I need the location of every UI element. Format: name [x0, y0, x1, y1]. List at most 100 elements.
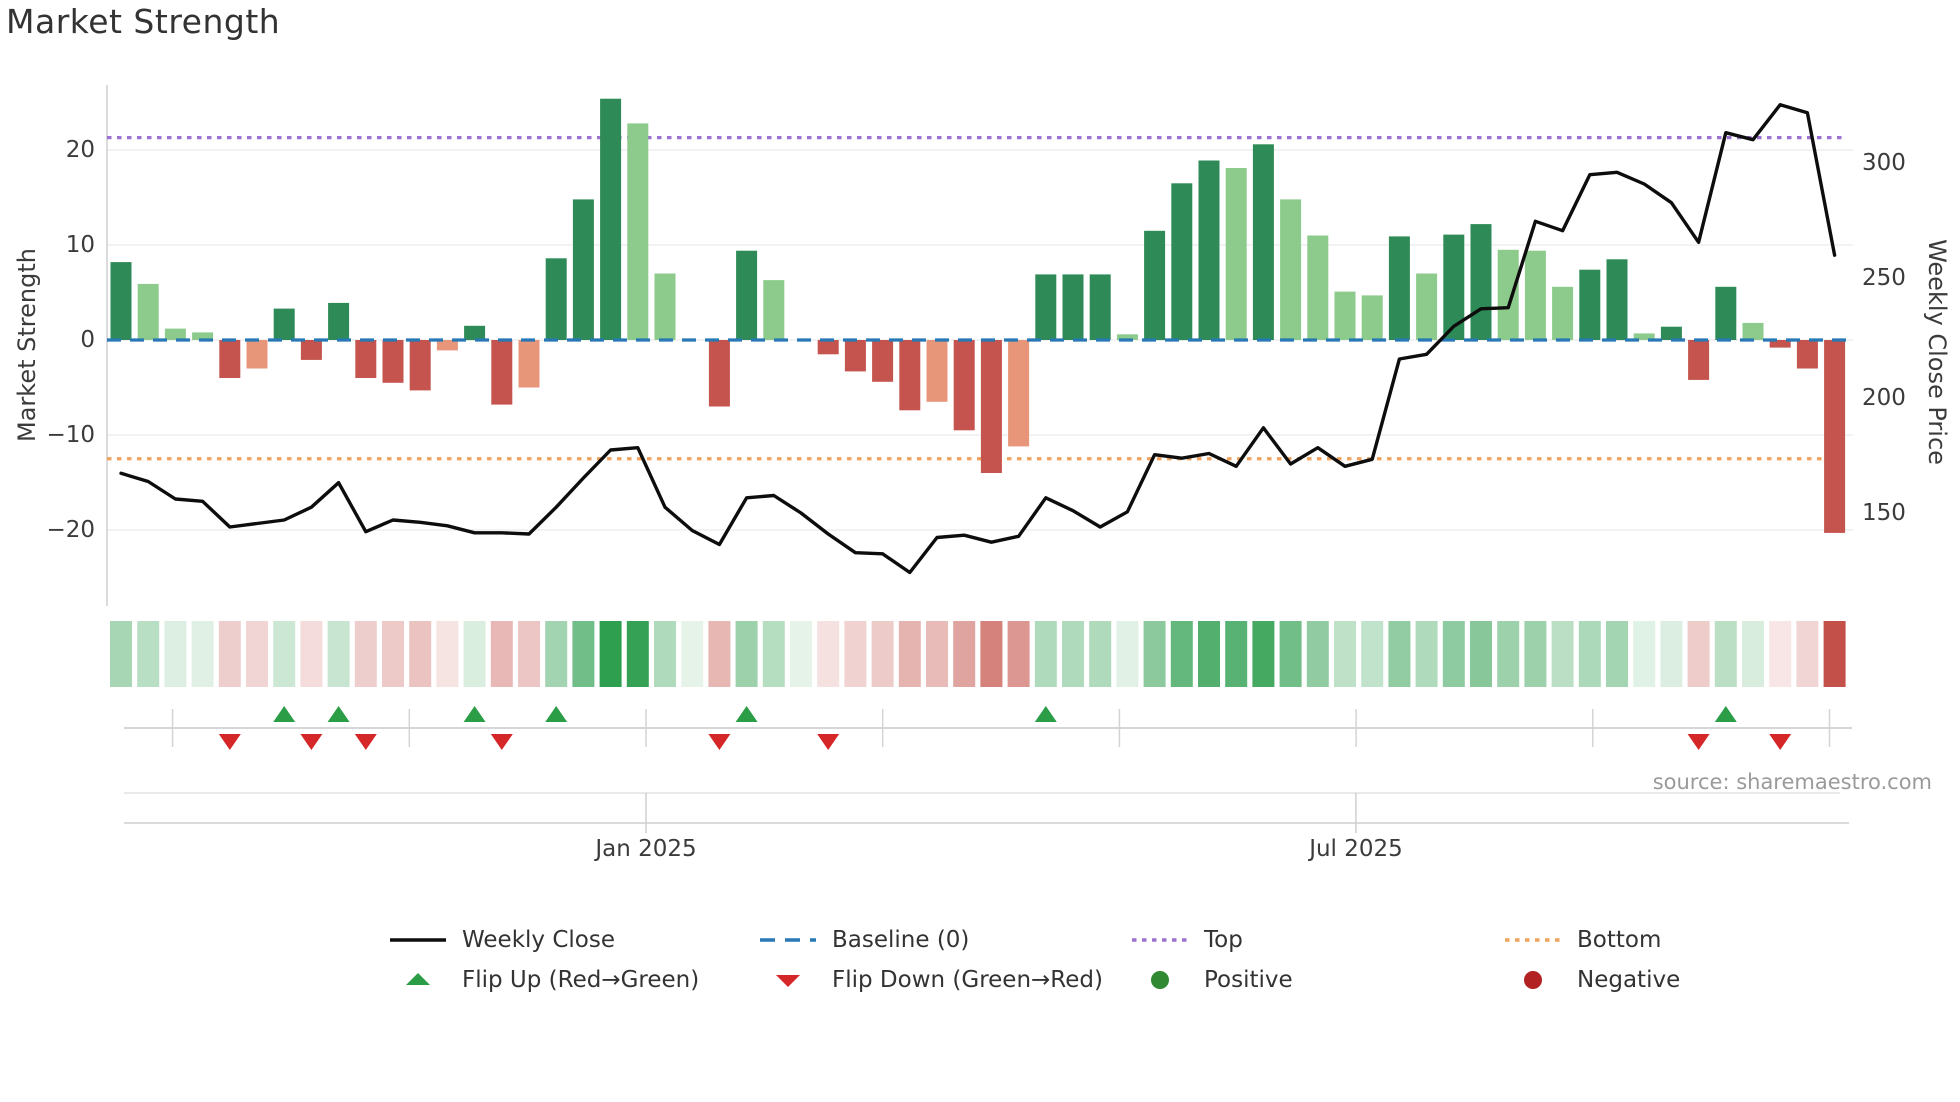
strength-bar-negative [1769, 340, 1791, 348]
legend-label: Bottom [1577, 927, 1662, 953]
legend-item-negative: Negative [1503, 965, 1680, 995]
orange-dotted-line-swatch [1503, 929, 1563, 951]
heat-cell [246, 621, 268, 687]
heat-cell [599, 621, 622, 687]
heat-cell [1769, 621, 1792, 687]
y-tick-left-20: 20 [65, 137, 95, 163]
heat-cell [1470, 621, 1492, 687]
legend-label: Weekly Close [462, 927, 615, 953]
legend-label: Flip Up (Red→Green) [462, 967, 700, 993]
strength-bar-negative [980, 340, 1002, 473]
heat-cell [1252, 621, 1275, 687]
flip-up-icon [388, 969, 448, 991]
strength-bar-negative [708, 340, 730, 407]
heat-cell [1334, 621, 1356, 687]
strength-bar-negative [219, 340, 241, 378]
strength-bar-negative [300, 340, 322, 360]
weekly-close-line [119, 102, 1837, 575]
strength-bar-positive [654, 273, 676, 340]
heat-cell [1116, 621, 1139, 687]
y-tick-right-300: 300 [1862, 150, 1906, 176]
x-tick-jul-2025: Jul 2025 [1309, 836, 1403, 862]
strength-bar-positive [763, 280, 785, 340]
strength-bar-negative [1796, 340, 1818, 369]
strength-bar-positive [1334, 291, 1356, 340]
heat-cell [1306, 621, 1329, 687]
heat-cell [817, 621, 840, 687]
heat-cell [681, 621, 704, 687]
legend-label: Baseline (0) [832, 927, 970, 953]
heat-cell [1606, 621, 1628, 687]
heat-cell [110, 621, 132, 687]
strength-bar-positive [1742, 322, 1764, 340]
strength-bar-negative [926, 340, 948, 402]
strength-bar-positive [1660, 326, 1682, 340]
strength-bar-positive [1388, 236, 1410, 340]
y-tick-right-200: 200 [1862, 385, 1906, 411]
strength-bar-positive [110, 262, 132, 340]
source-credit: source: sharemaestro.com [1652, 770, 1932, 794]
strength-bar-positive [1579, 269, 1601, 340]
heat-cell [953, 621, 976, 687]
right-axis-label: Weekly Close Price [1923, 239, 1951, 465]
y-tick-right-250: 250 [1862, 265, 1906, 291]
y-tick-left-0: 0 [80, 327, 95, 353]
legend-item-baseline: Baseline (0) [758, 925, 969, 955]
strength-bar-positive [192, 332, 214, 340]
strength-bar-positive [1552, 286, 1574, 340]
strength-bar-positive [1062, 274, 1084, 340]
legend-item-weekly-close: Weekly Close [388, 925, 615, 955]
heat-cell [1578, 621, 1601, 687]
heat-cell [1660, 621, 1683, 687]
legend-item-bottom: Bottom [1503, 925, 1661, 955]
heat-cell [1170, 621, 1193, 687]
strength-bar-positive [137, 283, 159, 340]
positive-dot-icon [1130, 969, 1190, 991]
strength-bar-negative [899, 340, 921, 411]
heat-cell [735, 621, 758, 687]
heat-cell [1796, 621, 1819, 687]
strength-bar-negative [817, 340, 839, 355]
heat-cell [626, 621, 649, 687]
heat-cell [327, 621, 350, 687]
heat-cell [436, 621, 459, 687]
flip-up-marker [273, 706, 296, 722]
strength-bar-positive [1307, 235, 1329, 340]
legend-label: Top [1204, 927, 1243, 953]
strength-bar-positive [600, 98, 622, 340]
strength-bar-positive [1606, 259, 1628, 341]
heat-cell [708, 621, 731, 687]
heat-cell [137, 621, 160, 687]
flip-down-marker [354, 734, 377, 750]
strength-bar-positive [1361, 295, 1383, 340]
heat-cell [218, 621, 241, 687]
heat-cell [409, 621, 432, 687]
flip-down-marker [1769, 734, 1792, 750]
strength-bar-negative [1688, 340, 1710, 380]
flip-up-marker [735, 706, 758, 722]
strength-bar-negative [382, 340, 404, 383]
strength-bar-positive [1633, 333, 1655, 340]
heat-cell [1714, 621, 1737, 687]
heat-cell [490, 621, 513, 687]
strength-bar-positive [1116, 334, 1138, 340]
heat-cell [545, 621, 568, 687]
heat-cell [1034, 621, 1057, 687]
strength-bar-positive [627, 123, 649, 341]
flip-down-marker [218, 734, 241, 750]
negative-dot-icon [1503, 969, 1563, 991]
heat-cell [1442, 621, 1465, 687]
flip-down-marker [490, 734, 513, 750]
heat-cell [273, 621, 296, 687]
heat-cell [354, 621, 377, 687]
heat-cell [654, 621, 676, 687]
heat-cell [926, 621, 948, 687]
flip-up-marker [327, 706, 350, 722]
strength-bar-positive [328, 302, 350, 340]
strength-bar-positive [273, 308, 295, 340]
heat-cell [980, 621, 1003, 687]
strength-bar-positive [1715, 286, 1737, 340]
strength-bar-positive [1470, 224, 1492, 340]
strength-bar-positive [1144, 230, 1166, 341]
heat-cell [191, 621, 214, 687]
